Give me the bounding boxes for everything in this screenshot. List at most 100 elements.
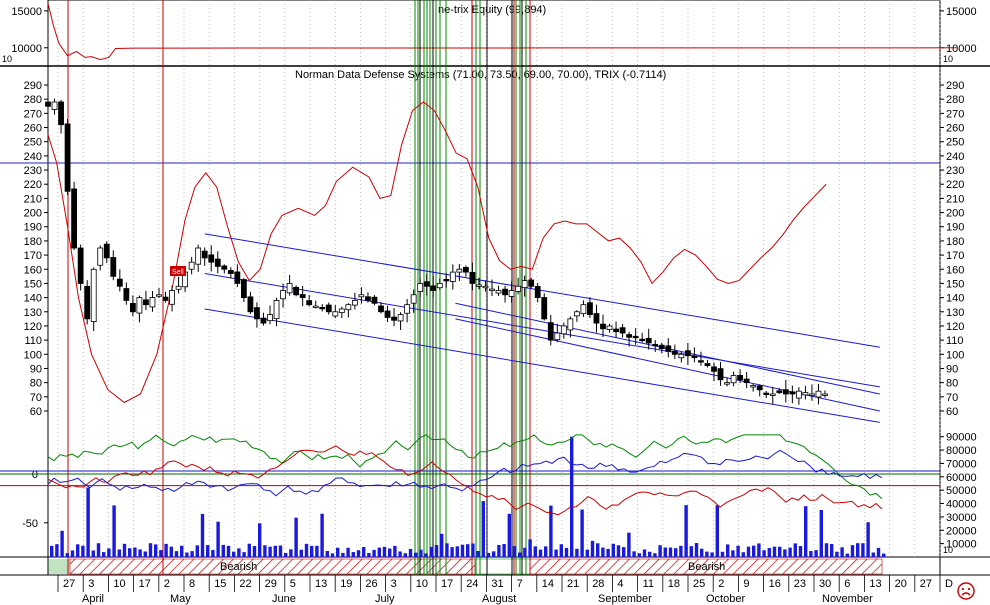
candle-body bbox=[632, 335, 639, 339]
equity-y-tick-label: 15000 bbox=[11, 6, 42, 18]
volume-bar bbox=[746, 546, 751, 557]
price-y-tick-label: 200 bbox=[24, 208, 42, 220]
equity-y-tick-label-right: 10000 bbox=[946, 43, 977, 55]
volume-bar bbox=[429, 546, 433, 557]
candle-body bbox=[201, 250, 208, 259]
volume-bar bbox=[824, 543, 829, 557]
volume-y-tick-label: 40000 bbox=[946, 499, 977, 511]
osc-y-tick-label: 0 bbox=[32, 469, 38, 481]
volume-bar bbox=[601, 547, 605, 557]
equity-line bbox=[47, 3, 957, 61]
candle-body bbox=[423, 281, 430, 287]
volume-bar bbox=[648, 551, 652, 557]
candle-body bbox=[515, 285, 522, 292]
price-y-tick-label: 290 bbox=[24, 80, 42, 92]
volume-bar bbox=[684, 505, 688, 557]
x-tick-label-day: 27 bbox=[920, 578, 932, 590]
candle-body bbox=[580, 304, 587, 315]
candle-body bbox=[325, 304, 332, 313]
volume-bar bbox=[632, 551, 636, 557]
volume-bar bbox=[486, 552, 491, 557]
price-y-tick-label: 240 bbox=[24, 151, 42, 163]
candle-body bbox=[691, 355, 698, 359]
x-tick-label-day: 29 bbox=[265, 578, 277, 590]
x-tick-label-month: May bbox=[170, 593, 191, 605]
volume-bar bbox=[564, 547, 569, 557]
price-y-tick-label: 130 bbox=[24, 307, 42, 319]
volume-bar bbox=[55, 544, 59, 557]
volume-y-tick-label: 20000 bbox=[946, 525, 977, 537]
volume-bar bbox=[715, 505, 719, 557]
candle-body bbox=[665, 345, 672, 352]
price-y-tick-label-right: 100 bbox=[946, 349, 964, 361]
volume-bar bbox=[814, 550, 818, 557]
volume-bar bbox=[512, 546, 517, 557]
volume-bar bbox=[694, 542, 699, 557]
candle-body bbox=[214, 258, 221, 267]
volume-bar bbox=[668, 547, 673, 557]
x-tick-label-day: 31 bbox=[491, 578, 503, 590]
price-y-tick-label: 170 bbox=[24, 250, 42, 262]
volume-bar bbox=[403, 553, 407, 557]
volume-bar bbox=[216, 521, 220, 557]
candle-body bbox=[737, 374, 744, 381]
candle-body bbox=[280, 290, 286, 300]
osc-line-red bbox=[47, 445, 883, 516]
candle-body bbox=[684, 350, 691, 357]
volume-bar bbox=[440, 533, 444, 557]
volume-bar bbox=[107, 548, 111, 557]
candle-body bbox=[312, 305, 319, 309]
volume-bar bbox=[788, 547, 792, 557]
sad-face-icon[interactable] bbox=[955, 580, 977, 602]
candle-body bbox=[260, 317, 267, 324]
volume-panel: 10 bbox=[943, 545, 953, 555]
volume-bar bbox=[174, 551, 179, 557]
candle-body bbox=[436, 283, 443, 289]
candle-body bbox=[384, 310, 391, 318]
candle-body bbox=[162, 296, 169, 301]
candle-body bbox=[521, 280, 528, 288]
volume-bar bbox=[502, 544, 506, 557]
volume-bar bbox=[726, 544, 730, 557]
candle-body bbox=[129, 302, 136, 313]
candle-body bbox=[338, 308, 345, 314]
volume-bar bbox=[570, 436, 574, 557]
volume-bar bbox=[398, 551, 402, 557]
price-y-tick-label: 90 bbox=[30, 363, 42, 375]
volume-bar bbox=[50, 545, 54, 557]
osc-line-blue bbox=[47, 449, 883, 497]
price-y-tick-label: 190 bbox=[24, 222, 42, 234]
x-tick-label-day: 16 bbox=[769, 578, 781, 590]
volume-bar bbox=[143, 551, 147, 557]
candle-body bbox=[600, 323, 606, 330]
candle-body bbox=[64, 123, 71, 192]
equity-y-tick-label-right: 15000 bbox=[946, 6, 977, 18]
volume-bar bbox=[533, 546, 537, 557]
price-y-tick-label: 220 bbox=[24, 179, 42, 191]
price-y-tick-label: 110 bbox=[24, 335, 42, 347]
candle-body bbox=[678, 353, 685, 359]
candle-body bbox=[45, 101, 51, 107]
candle-body bbox=[123, 288, 130, 301]
equity-y-tick-label: 10000 bbox=[11, 43, 42, 55]
candle-body bbox=[573, 311, 580, 317]
volume-bar bbox=[70, 550, 75, 557]
volume-bar bbox=[268, 546, 272, 557]
candle-body bbox=[534, 285, 541, 299]
candle-body bbox=[247, 296, 254, 313]
candle-body bbox=[756, 385, 763, 391]
candle-body bbox=[51, 101, 58, 110]
candle-body bbox=[175, 285, 182, 290]
volume-bar bbox=[310, 545, 314, 557]
candle-body bbox=[795, 390, 802, 399]
volume-y-tick-label: 10000 bbox=[946, 539, 977, 551]
x-tick-label-month: November bbox=[822, 593, 873, 605]
volume-bar bbox=[112, 505, 116, 557]
price-y-tick-label: 180 bbox=[24, 236, 42, 248]
x-tick-label-month: July bbox=[375, 593, 395, 605]
candle-body bbox=[378, 305, 384, 313]
volume-bar bbox=[590, 540, 595, 557]
volume-bar bbox=[804, 506, 808, 557]
volume-bar bbox=[741, 552, 745, 557]
price-channel-line bbox=[204, 308, 880, 423]
